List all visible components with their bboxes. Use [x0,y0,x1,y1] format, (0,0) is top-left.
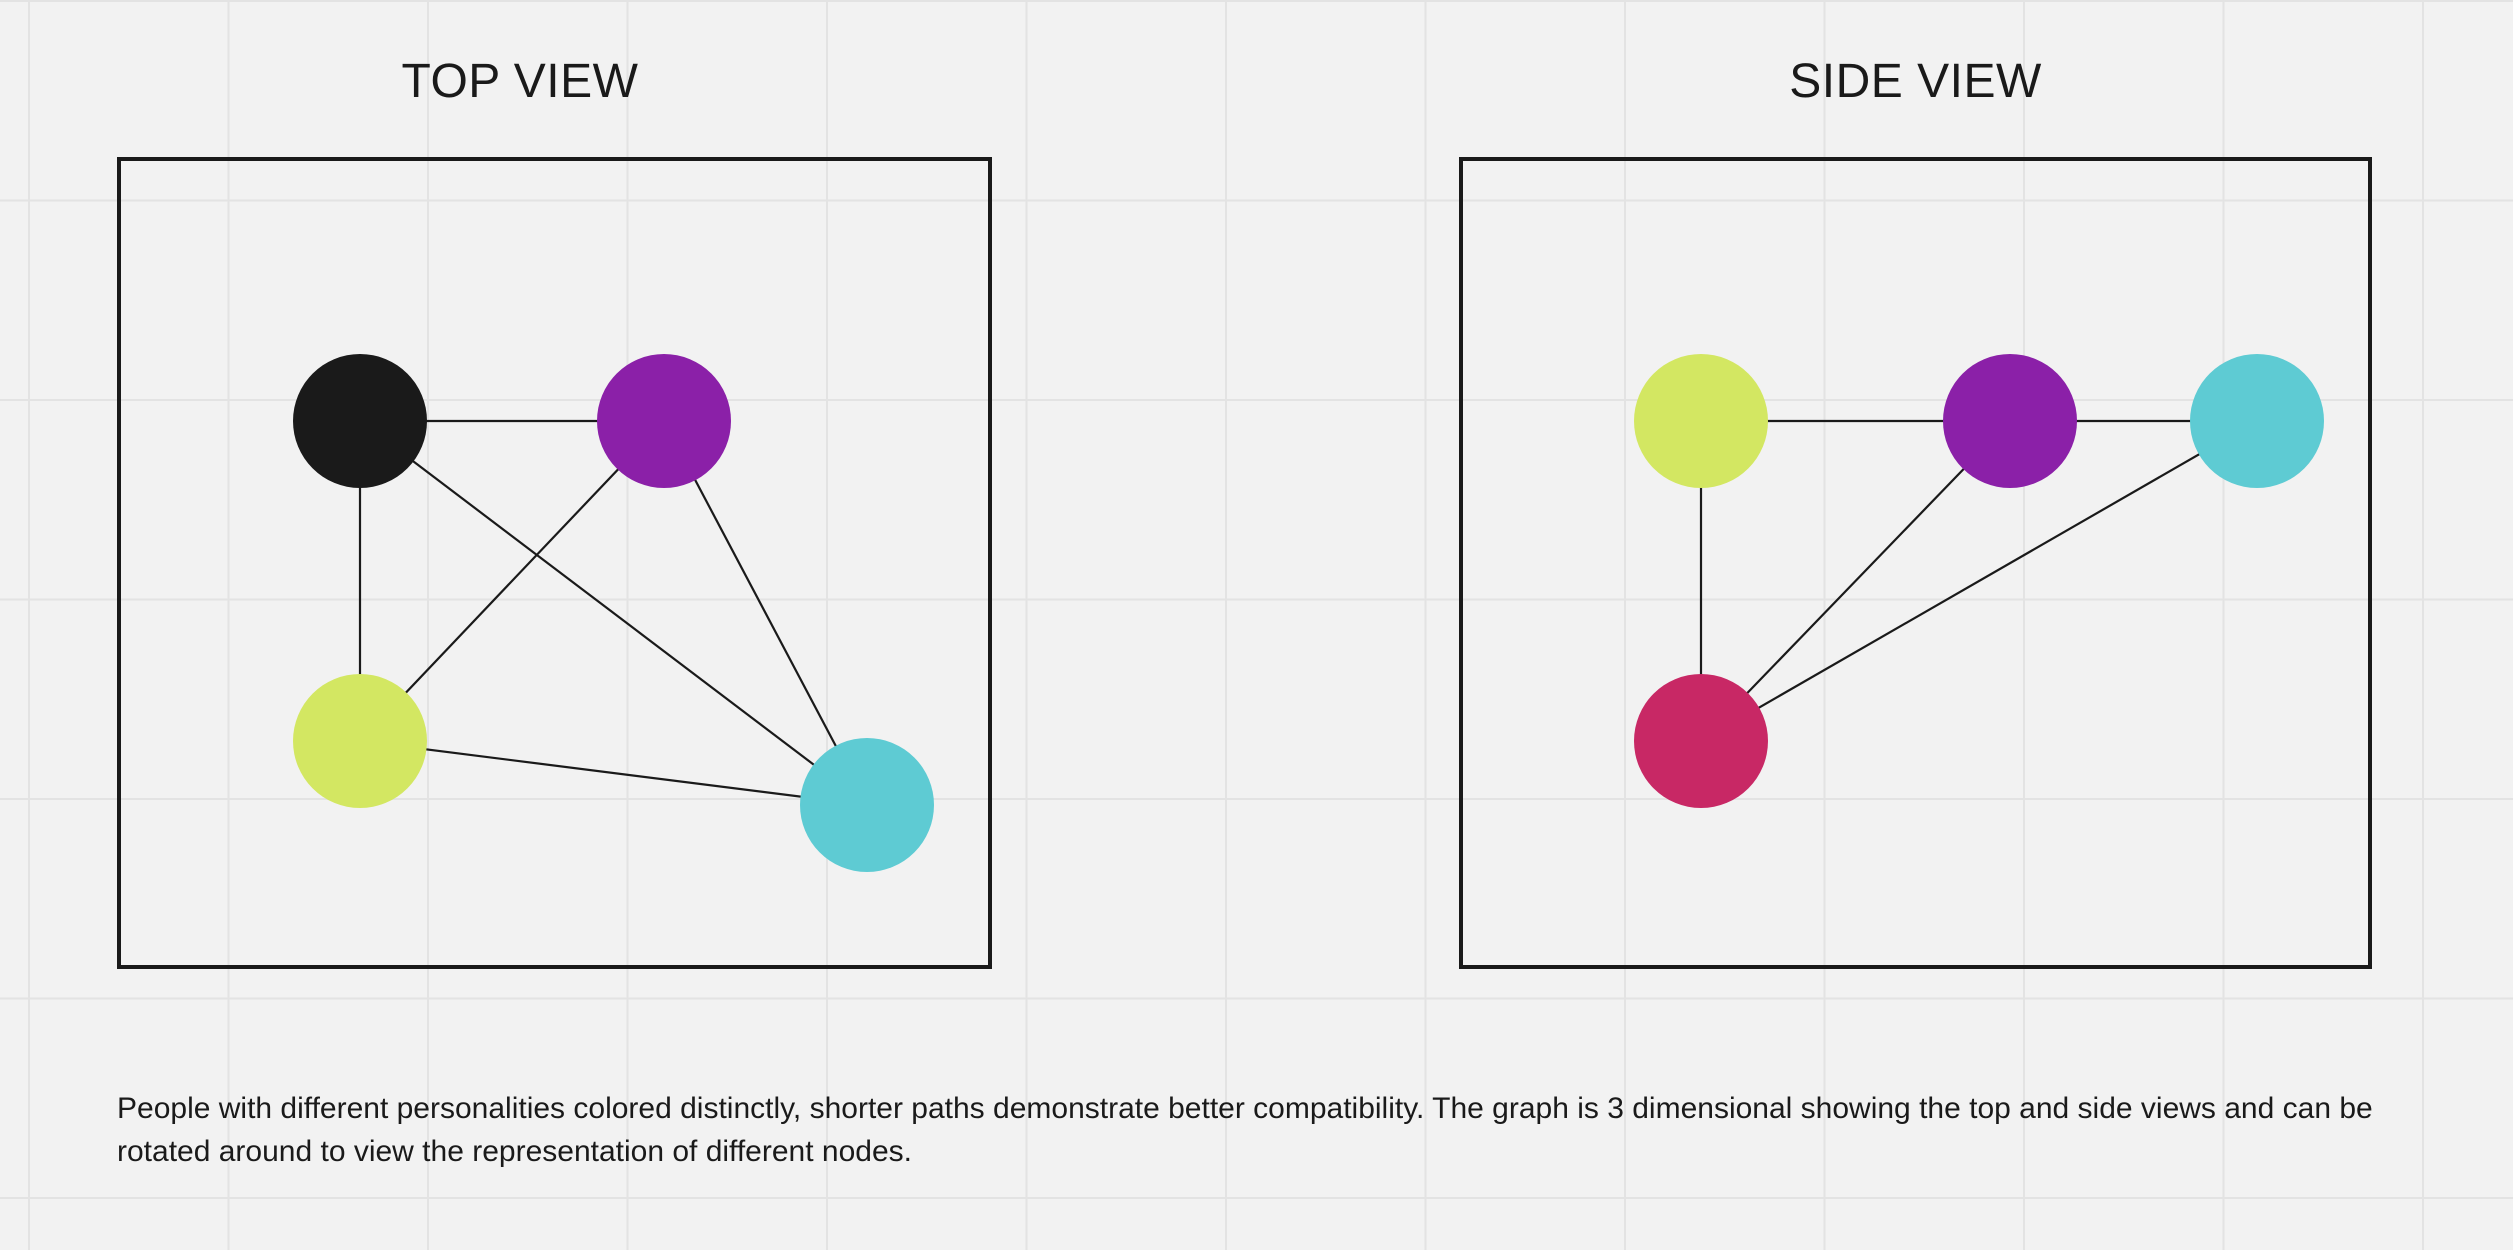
caption-text: People with different personalities colo… [117,1092,2373,1168]
side-node-crimson[interactable] [1634,674,1768,808]
top-view-panel [117,157,992,969]
side-view-panel [1459,157,2372,969]
top-node-purple[interactable] [597,354,731,488]
top-edge-lime-cyan [359,739,868,807]
top-node-black[interactable] [293,354,427,488]
side-node-lime[interactable] [1634,354,1768,488]
side-view-title: SIDE VIEW [1789,55,2042,108]
side-node-purple[interactable] [1943,354,2077,488]
side-node-cyan[interactable] [2190,354,2324,488]
top-edge-purple-lime [359,420,665,742]
top-node-lime[interactable] [293,674,427,808]
side-edge-cyan-crimson [1700,420,2258,742]
side-edge-purple-crimson [1700,420,2011,742]
top-node-cyan[interactable] [800,738,934,872]
top-edge-black-cyan [359,420,868,806]
top-view-title: TOP VIEW [401,55,639,108]
top-edge-purple-cyan [663,420,868,806]
